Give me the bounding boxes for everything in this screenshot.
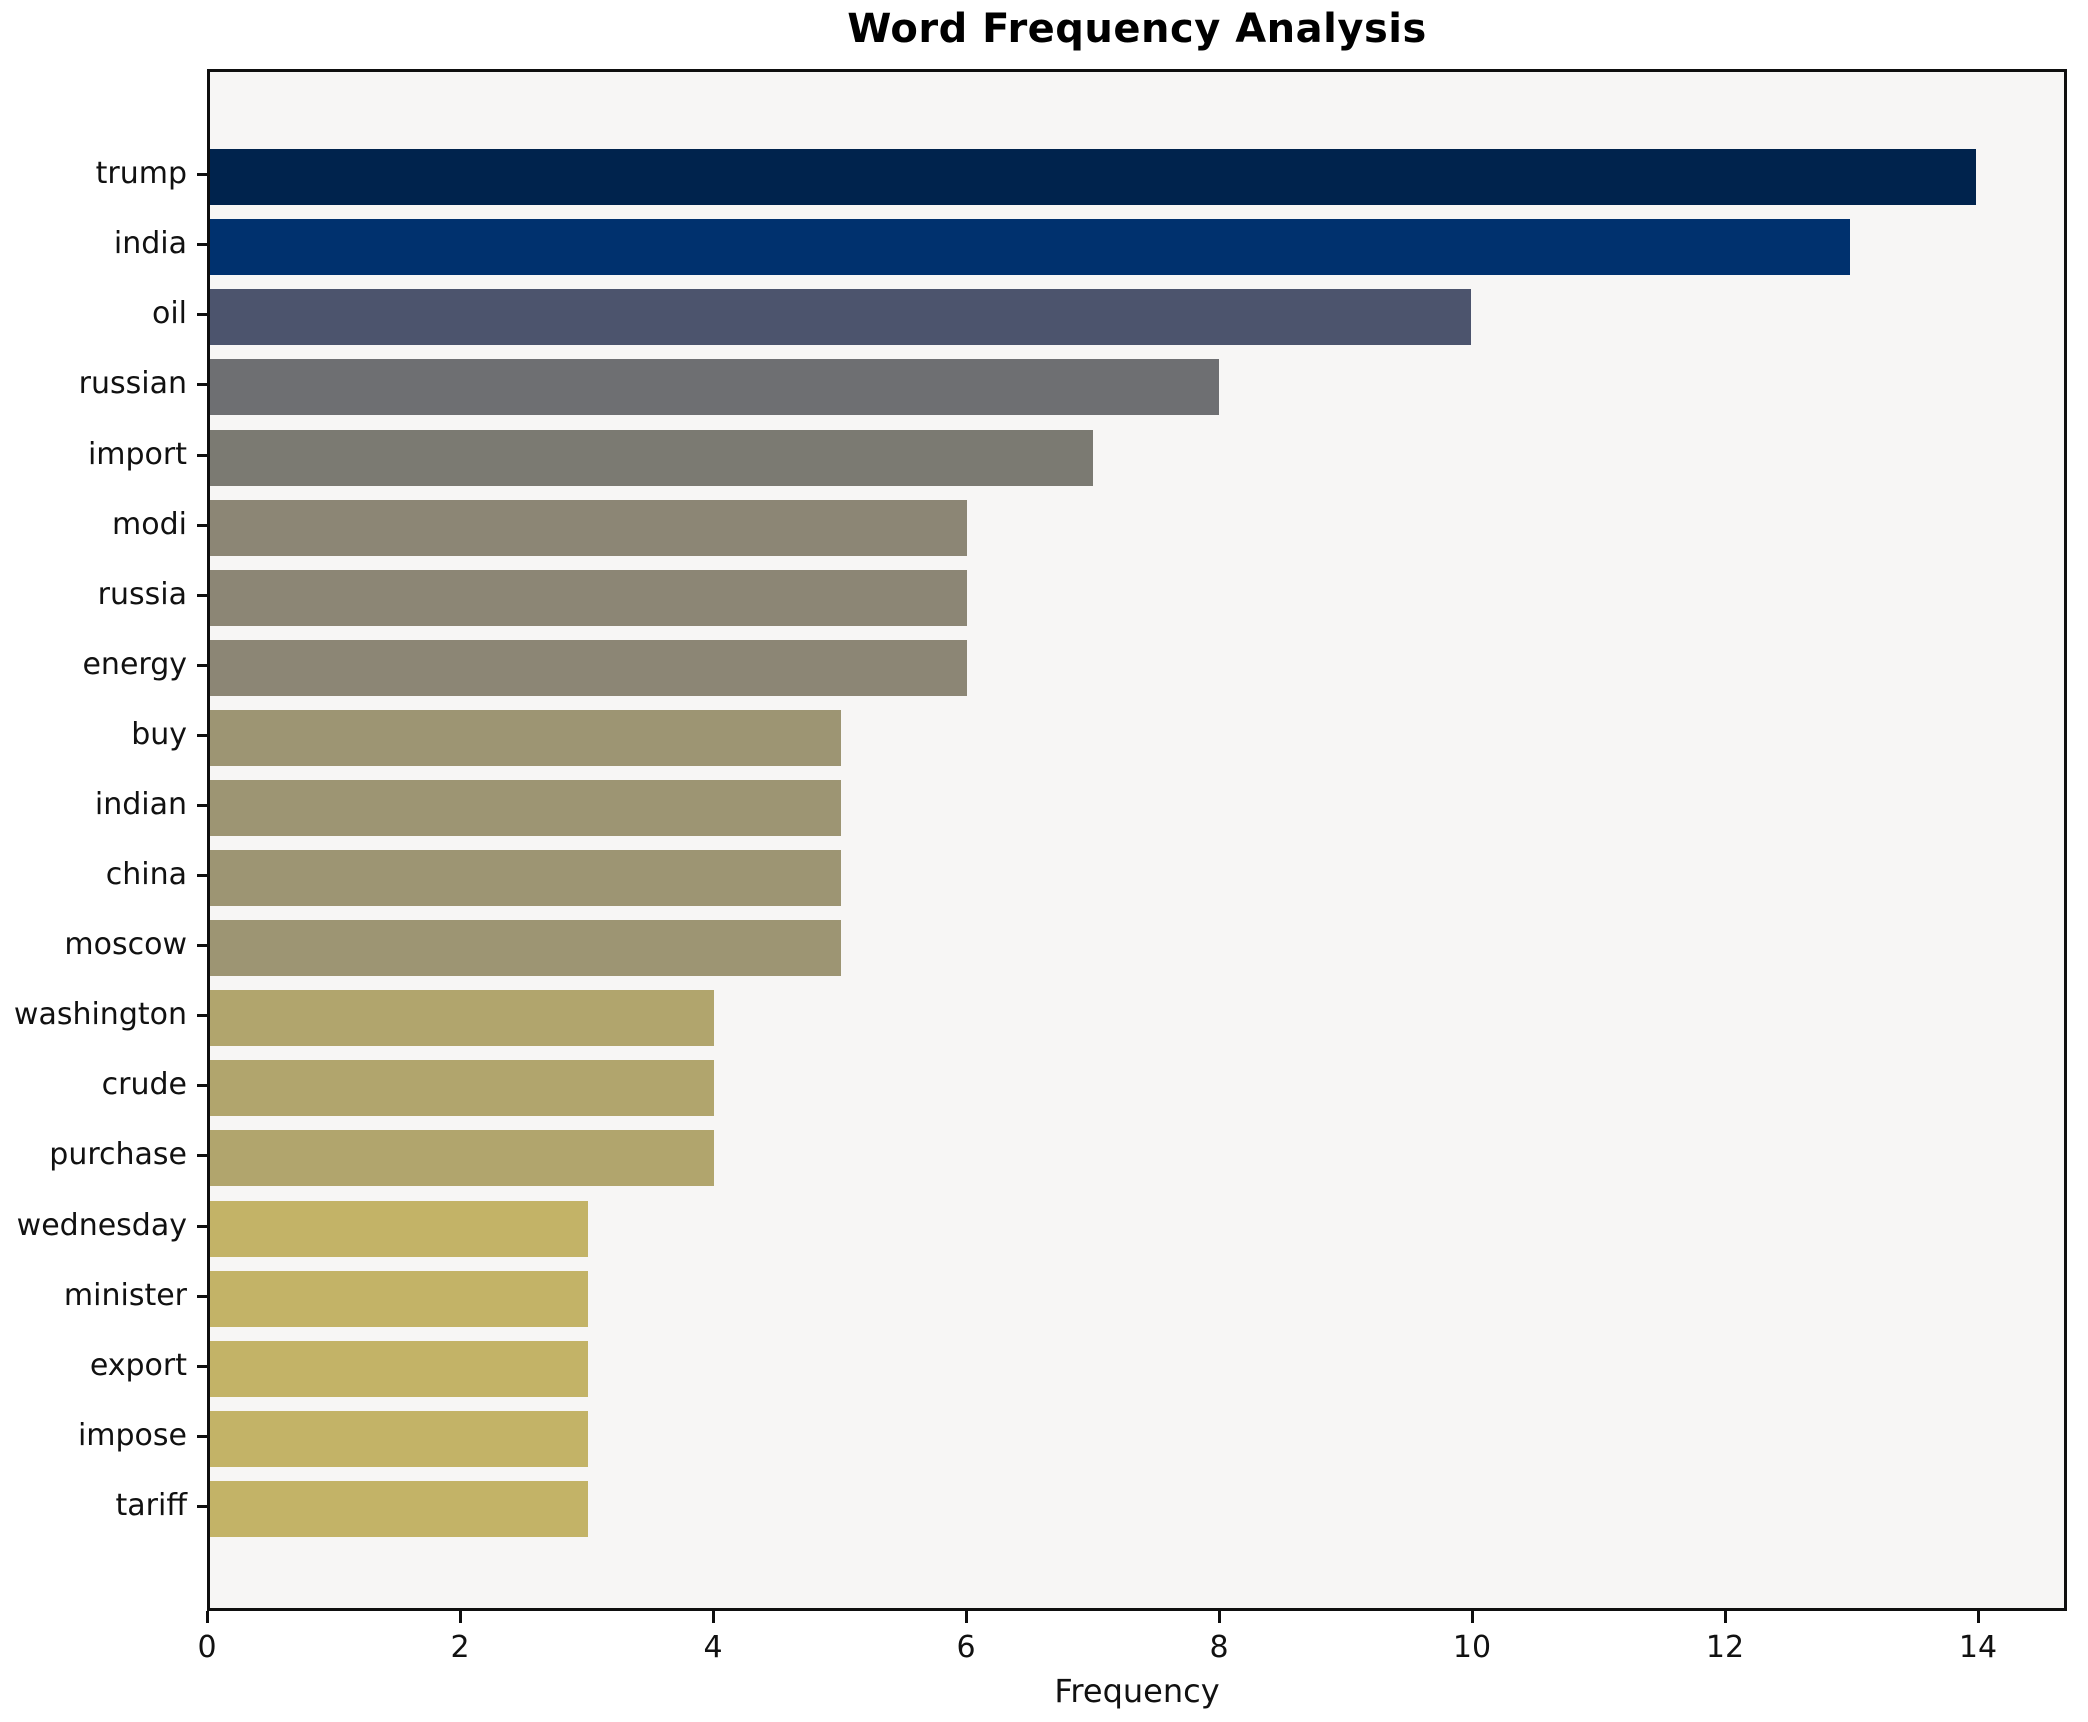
x-tick-mark bbox=[1471, 1611, 1474, 1623]
bar-china bbox=[210, 850, 841, 906]
bar-purchase bbox=[210, 1130, 715, 1186]
bar-export bbox=[210, 1341, 589, 1397]
y-tick-mark bbox=[197, 804, 207, 807]
y-tick-label-moscow: moscow bbox=[64, 927, 187, 962]
y-tick-label-tariff: tariff bbox=[115, 1488, 187, 1523]
y-tick-mark bbox=[197, 313, 207, 316]
y-tick-mark bbox=[197, 664, 207, 667]
x-axis-title: Frequency bbox=[1054, 1672, 1220, 1710]
plot-area bbox=[207, 69, 2067, 1611]
y-tick-mark bbox=[197, 734, 207, 737]
y-tick-label-crude: crude bbox=[101, 1067, 187, 1102]
y-tick-mark bbox=[197, 524, 207, 527]
x-tick-mark bbox=[1724, 1611, 1727, 1623]
y-tick-label-russian: russian bbox=[78, 366, 187, 401]
y-tick-label-russia: russia bbox=[97, 577, 187, 612]
bar-moscow bbox=[210, 920, 841, 976]
y-tick-label-buy: buy bbox=[131, 717, 187, 752]
bar-russia bbox=[210, 570, 967, 626]
y-tick-label-purchase: purchase bbox=[49, 1137, 187, 1172]
y-tick-mark bbox=[197, 173, 207, 176]
x-tick-label-10: 10 bbox=[1452, 1630, 1492, 1665]
bar-import bbox=[210, 430, 1093, 486]
x-tick-mark bbox=[1218, 1611, 1221, 1623]
x-tick-mark bbox=[1977, 1611, 1980, 1623]
y-tick-label-china: china bbox=[105, 857, 187, 892]
y-tick-label-import: import bbox=[87, 437, 187, 472]
bar-crude bbox=[210, 1060, 715, 1116]
y-tick-label-oil: oil bbox=[151, 296, 187, 331]
y-tick-label-wednesday: wednesday bbox=[16, 1208, 187, 1243]
y-tick-mark bbox=[197, 1154, 207, 1157]
y-tick-mark bbox=[197, 1365, 207, 1368]
x-tick-mark bbox=[459, 1611, 462, 1623]
y-tick-mark bbox=[197, 1014, 207, 1017]
y-tick-mark bbox=[197, 243, 207, 246]
bar-modi bbox=[210, 500, 967, 556]
bar-oil bbox=[210, 289, 1472, 345]
bar-minister bbox=[210, 1271, 589, 1327]
bar-tariff bbox=[210, 1481, 589, 1537]
bar-wednesday bbox=[210, 1201, 589, 1257]
x-tick-label-0: 0 bbox=[197, 1630, 217, 1665]
y-tick-label-modi: modi bbox=[112, 507, 187, 542]
y-tick-mark bbox=[197, 1225, 207, 1228]
bar-buy bbox=[210, 710, 841, 766]
chart-title: Word Frequency Analysis bbox=[847, 6, 1427, 52]
y-tick-mark bbox=[197, 1435, 207, 1438]
x-tick-mark bbox=[712, 1611, 715, 1623]
bar-indian bbox=[210, 780, 841, 836]
y-tick-label-india: india bbox=[113, 226, 187, 261]
x-tick-label-14: 14 bbox=[1958, 1630, 1998, 1665]
x-tick-label-2: 2 bbox=[450, 1630, 470, 1665]
y-tick-mark bbox=[197, 383, 207, 386]
y-tick-mark bbox=[197, 874, 207, 877]
bar-washington bbox=[210, 990, 715, 1046]
y-tick-label-indian: indian bbox=[94, 787, 187, 822]
x-tick-mark bbox=[965, 1611, 968, 1623]
bar-india bbox=[210, 219, 1850, 275]
y-tick-label-trump: trump bbox=[95, 156, 187, 191]
y-tick-mark bbox=[197, 1505, 207, 1508]
x-tick-label-4: 4 bbox=[703, 1630, 723, 1665]
y-tick-mark bbox=[197, 1295, 207, 1298]
bar-russian bbox=[210, 359, 1219, 415]
y-tick-mark bbox=[197, 944, 207, 947]
y-tick-mark bbox=[197, 594, 207, 597]
y-tick-mark bbox=[197, 454, 207, 457]
y-tick-label-minister: minister bbox=[63, 1278, 187, 1313]
bar-trump bbox=[210, 149, 1976, 205]
y-tick-mark bbox=[197, 1084, 207, 1087]
x-tick-label-12: 12 bbox=[1705, 1630, 1745, 1665]
y-tick-label-export: export bbox=[89, 1348, 187, 1383]
bar-energy bbox=[210, 640, 967, 696]
x-tick-label-6: 6 bbox=[956, 1630, 976, 1665]
x-tick-label-8: 8 bbox=[1209, 1630, 1229, 1665]
y-tick-label-washington: washington bbox=[13, 997, 187, 1032]
x-tick-mark bbox=[206, 1611, 209, 1623]
bar-impose bbox=[210, 1411, 589, 1467]
y-tick-label-energy: energy bbox=[82, 647, 187, 682]
y-tick-label-impose: impose bbox=[77, 1418, 187, 1453]
